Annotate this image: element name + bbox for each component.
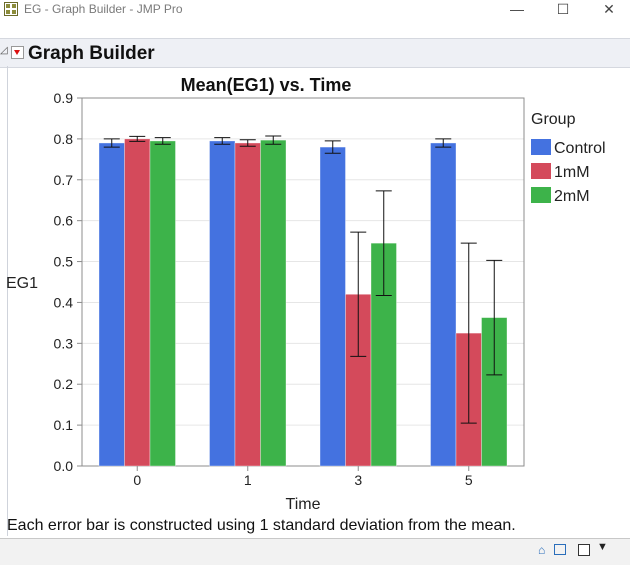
y-tick-label: 0.8 bbox=[54, 131, 74, 147]
title-bar: EG - Graph Builder - JMP Pro — ☐ ✕ bbox=[0, 0, 630, 30]
home-icon[interactable]: ⌂ bbox=[538, 543, 546, 557]
window-list-icon[interactable] bbox=[578, 544, 590, 556]
outline-border bbox=[7, 66, 8, 536]
outline-title: Graph Builder bbox=[28, 43, 155, 64]
grid-icon[interactable] bbox=[554, 544, 566, 555]
legend-label-Control: Control bbox=[554, 140, 606, 157]
legend-swatch-Control bbox=[531, 139, 551, 155]
minimize-button[interactable]: — bbox=[494, 0, 540, 18]
maximize-icon: ☐ bbox=[556, 0, 570, 17]
y-tick-label: 0.1 bbox=[54, 417, 74, 433]
error-bars bbox=[103, 135, 503, 424]
graph-builder-chart[interactable]: 0.0 0.1 0.2 0.3 0.4 0.5 0.6 0.7 0.8 0.9 0 1 3 5 Mean… bbox=[0, 66, 630, 516]
y-tick-label: 0.7 bbox=[54, 172, 74, 188]
y-tick-label: 0.2 bbox=[54, 376, 74, 392]
status-bar bbox=[0, 538, 630, 565]
legend-swatch-2mM bbox=[531, 187, 551, 203]
close-icon: ✕ bbox=[603, 0, 615, 17]
y-axis: 0.0 0.1 0.2 0.3 0.4 0.5 0.6 0.7 0.8 0.9 bbox=[54, 90, 82, 474]
bar-Control-t5[interactable] bbox=[430, 142, 457, 467]
disclosure-triangle-icon[interactable]: ◿ bbox=[0, 45, 8, 56]
red-triangle-menu-icon[interactable] bbox=[11, 46, 24, 59]
x-tick-label: 1 bbox=[244, 472, 252, 488]
footnote: Each error bar is constructed using 1 st… bbox=[7, 517, 516, 534]
legend-swatch-1mM bbox=[531, 163, 551, 179]
legend-label-1mM: 1mM bbox=[554, 164, 590, 181]
y-tick-label: 0.5 bbox=[54, 254, 74, 270]
bar-2mM-t0[interactable] bbox=[149, 140, 176, 467]
close-button[interactable]: ✕ bbox=[586, 0, 630, 18]
x-tick-label: 0 bbox=[133, 472, 141, 488]
maximize-button[interactable]: ☐ bbox=[540, 0, 586, 18]
bar-1mM-t0[interactable] bbox=[124, 138, 151, 467]
bar-Control-t1[interactable] bbox=[209, 140, 236, 467]
minimize-icon: — bbox=[510, 1, 524, 17]
x-axis: 0 1 3 5 bbox=[133, 466, 473, 488]
jmp-app-icon bbox=[4, 2, 18, 16]
y-tick-label: 0.3 bbox=[54, 335, 74, 351]
y-tick-label: 0.4 bbox=[54, 294, 74, 310]
bar-1mM-t1[interactable] bbox=[234, 142, 261, 467]
y-axis-label[interactable]: EG1 bbox=[6, 275, 38, 292]
x-tick-label: 3 bbox=[354, 472, 362, 488]
legend-title: Group bbox=[531, 111, 576, 128]
bar-2mM-t1[interactable] bbox=[260, 139, 287, 467]
window-title: EG - Graph Builder - JMP Pro bbox=[24, 2, 183, 16]
y-tick-label: 0.9 bbox=[54, 90, 74, 106]
y-tick-label: 0.6 bbox=[54, 213, 74, 229]
x-tick-label: 5 bbox=[465, 472, 473, 488]
bars bbox=[98, 138, 508, 467]
outline-header bbox=[0, 38, 630, 68]
chart-title: Mean(EG1) vs. Time bbox=[181, 75, 352, 95]
x-axis-label[interactable]: Time bbox=[286, 496, 321, 513]
bar-Control-t3[interactable] bbox=[319, 146, 346, 467]
bar-Control-t0[interactable] bbox=[98, 142, 125, 467]
y-tick-label: 0.0 bbox=[54, 458, 74, 474]
legend[interactable]: Control 1mM 2mM bbox=[531, 139, 606, 205]
plot-frame bbox=[81, 97, 525, 467]
chevron-down-icon[interactable]: ▼ bbox=[597, 541, 608, 553]
legend-label-2mM: 2mM bbox=[554, 188, 590, 205]
